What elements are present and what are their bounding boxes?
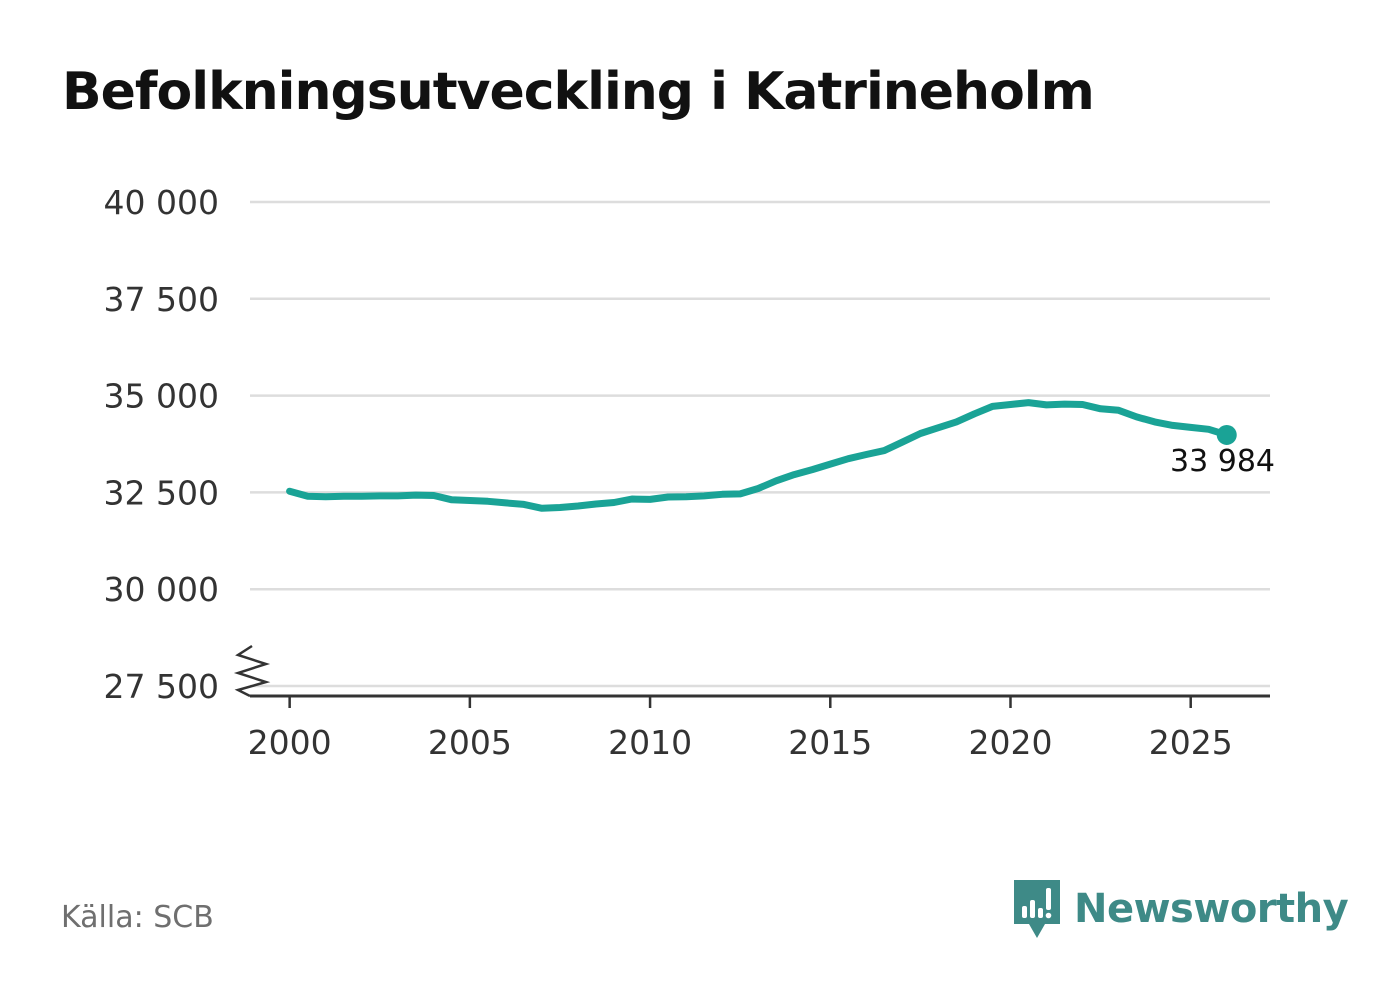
series: [286, 399, 1237, 512]
y-tick-label: 35 000: [104, 377, 219, 416]
y-tick-label: 32 500: [104, 473, 219, 512]
source-note: Källa: SCB: [61, 900, 214, 935]
series-line: [286, 399, 1231, 512]
axis-break-icon: [233, 644, 271, 698]
chart-title: Befolkningsutveckling i Katrineholm: [62, 62, 1095, 122]
x-axis-ticks: 2000 2005 2010 2015 2020 2025: [248, 696, 1233, 762]
x-tick-label: 2015: [788, 723, 872, 762]
brand-logo: Newsworthy: [1012, 878, 1349, 940]
x-tick-label: 2020: [969, 723, 1053, 762]
end-value-label: 33 984: [1170, 444, 1275, 479]
end-point-marker: [1216, 424, 1237, 445]
brand-name: Newsworthy: [1074, 886, 1349, 932]
y-tick-label: 37 500: [104, 280, 219, 319]
x-tick-label: 2000: [248, 723, 332, 762]
y-tick-label: 40 000: [104, 183, 219, 222]
x-axis: [233, 644, 1270, 698]
y-axis: 27 500 30 000 32 500 35 000 37 500 40 000: [104, 183, 219, 706]
newsworthy-logo-icon: [1014, 880, 1060, 938]
gridlines: [250, 200, 1270, 688]
y-tick-label: 27 500: [104, 667, 219, 706]
x-tick-label: 2025: [1149, 723, 1233, 762]
y-tick-label: 30 000: [104, 570, 219, 609]
x-tick-label: 2005: [428, 723, 512, 762]
x-tick-label: 2010: [608, 723, 692, 762]
